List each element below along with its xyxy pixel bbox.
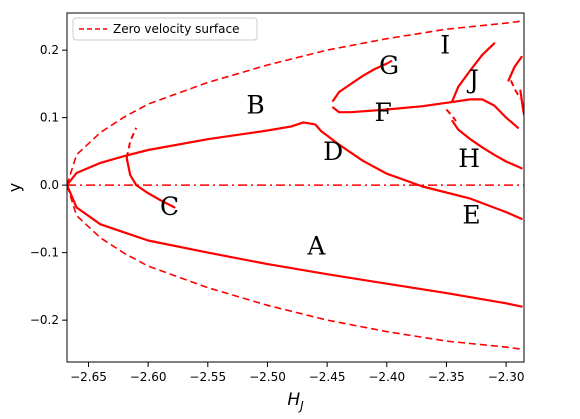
y-tick-label: 0.2 — [40, 43, 59, 57]
branch-g — [332, 62, 388, 102]
branch-label-a: A — [306, 232, 326, 261]
branch-c-dashed — [125, 127, 138, 159]
y-tick-label: −0.1 — [30, 246, 59, 260]
zero-velocity-surface-lower — [67, 184, 522, 350]
branch-i — [451, 42, 496, 102]
branch-label-i: I — [440, 31, 450, 60]
legend-box — [72, 17, 258, 41]
x-tick-label: −2.30 — [488, 370, 525, 384]
branch-label-e: E — [462, 201, 480, 230]
x-tick-label: −2.65 — [70, 370, 107, 384]
x-axis-label: HJ — [287, 390, 304, 413]
branch-label-j: J — [466, 65, 479, 94]
x-tick-label: −2.40 — [368, 370, 405, 384]
y-tick-label: −0.2 — [30, 313, 59, 327]
y-axis-label: y — [5, 183, 24, 192]
branch-label-d: D — [323, 137, 343, 166]
branch-label-b: B — [246, 91, 264, 120]
axes-frame — [66, 12, 525, 363]
annotation-layer: A B C D E FG H IJ — [160, 31, 481, 261]
branch-edge-upper — [507, 55, 523, 82]
branch-label-g: G — [379, 51, 399, 80]
branch-label-c: C — [160, 192, 179, 221]
branch-a — [67, 184, 523, 308]
series-layer — [67, 20, 524, 350]
x-tick-label: −2.55 — [189, 370, 226, 384]
branch-j — [445, 108, 457, 122]
branch-c — [125, 157, 176, 209]
branch-edge-lower — [509, 80, 522, 100]
branch-f — [332, 98, 520, 129]
branch-h — [451, 119, 523, 170]
x-tick-label: −2.60 — [130, 370, 167, 384]
branch-edge-inner — [519, 89, 524, 116]
y-tick-label: 0.0 — [40, 178, 59, 192]
x-tick-label: −2.50 — [249, 370, 286, 384]
legend: Zero velocity surface — [72, 17, 258, 41]
branch-b — [67, 121, 323, 187]
tick-layer: −2.65 −2.60 −2.55 −2.50 −2.45 −2.40 −2.35 −2.30… — [30, 43, 525, 384]
x-tick-label: −2.35 — [428, 370, 465, 384]
branch-g-dashed — [386, 59, 394, 65]
branch-d — [320, 130, 523, 220]
y-tick-label: 0.1 — [40, 111, 59, 125]
branch-label-f: F — [375, 98, 392, 127]
branch-label-h: H — [458, 144, 480, 173]
legend-entry-zero-velocity: Zero velocity surface — [113, 22, 240, 36]
zero-velocity-surface-upper — [67, 20, 522, 186]
x-tick-label: −2.45 — [309, 370, 346, 384]
